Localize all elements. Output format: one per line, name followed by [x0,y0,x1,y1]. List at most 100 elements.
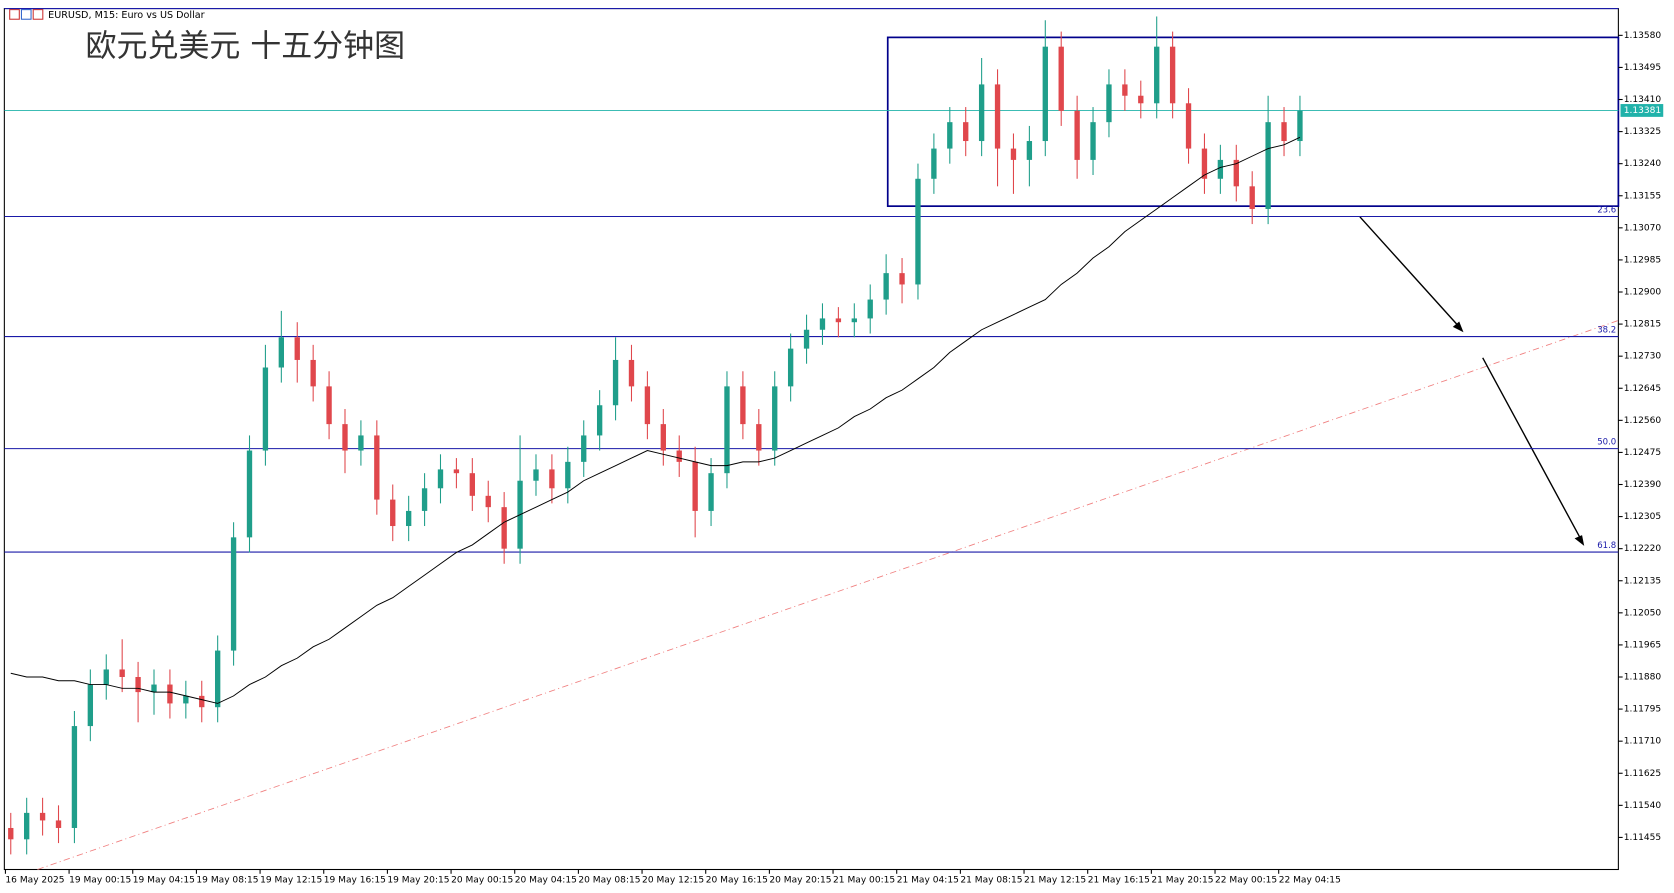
y-tick-label: 1.12305 [1624,512,1661,522]
x-tick-label: 19 May 20:15 [387,876,449,886]
y-tick-label: 1.12985 [1624,255,1661,265]
candle-body [835,318,842,323]
candle-body [978,84,985,142]
arrow-head [1574,535,1585,546]
candle-body [278,337,285,368]
candle-body [1169,46,1176,104]
candle-body [819,318,826,330]
candle-body [581,435,587,462]
x-tick-label: 21 May 04:15 [897,876,959,886]
candle-body [533,469,539,481]
x-tick-label: 22 May 00:15 [1215,876,1277,886]
chart-title: 欧元兑美元 十五分钟图 [86,29,406,65]
plot-layer: 1.11455 1.11540 1.11625 1.11710 1.11795 1.118… [4,16,1664,886]
candle-body [358,435,364,451]
candle-body [740,386,746,425]
x-tick-label: 20 May 16:15 [706,876,768,886]
candle-body [103,669,109,685]
fib-label: 50.0 [1597,438,1616,448]
candle-body [549,469,555,489]
y-tick-label: 1.11455 [1624,833,1661,843]
y-tick-label: 1.11880 [1624,673,1662,683]
fib-label: 23.6 [1597,206,1616,216]
candle-body [676,450,682,462]
candle-body [1138,95,1144,104]
icon [32,9,44,20]
price-label: 1.13381 [1624,106,1661,116]
trend-line [37,320,1619,870]
candle-body [883,273,889,300]
candle-body [39,812,46,821]
candle-body [1233,159,1239,187]
price-tag [1620,104,1664,117]
y-tick-label: 1.13325 [1624,127,1661,137]
candle-body [421,488,428,511]
y-tick-label: 1.12900 [1624,288,1662,298]
y-tick-label: 1.11795 [1624,705,1661,715]
y-tick-label: 1.11540 [1624,801,1662,811]
chart-header: EURUSD, M15: Euro vs US Dollar [48,10,205,21]
candle-body [994,84,1001,149]
candle-body [24,812,30,840]
x-tick-label: 21 May 20:15 [1151,876,1213,886]
candle-body [246,450,253,538]
candle-body [1090,122,1096,160]
candle-body [214,650,221,708]
arrow [1359,216,1460,328]
x-tick-label: 16 May 2025 [5,876,64,886]
y-tick-label: 1.11965 [1624,640,1661,650]
candle-body [565,461,571,489]
x-tick-label: 19 May 08:15 [196,876,258,886]
candle-body [1217,159,1224,179]
candle-body [469,473,475,496]
candle-body [1106,84,1112,123]
y-tick-label: 1.12220 [1624,544,1662,554]
y-tick-label: 1.13070 [1624,223,1662,233]
icon [9,9,20,20]
y-tick-label: 1.13495 [1624,63,1661,73]
candle-body [87,684,94,727]
candle-body [1010,148,1017,160]
candle-body [756,424,762,451]
fib-label: 38.2 [1597,326,1616,336]
candle-body [310,359,316,387]
y-tick-label: 1.12475 [1624,448,1661,458]
y-tick-label: 1.12730 [1624,352,1662,362]
x-tick-label: 20 May 08:15 [578,876,640,886]
y-tick-label: 1.11625 [1624,769,1661,779]
y-tick-label: 1.12560 [1624,416,1662,426]
candle-body [724,386,730,474]
x-tick-label: 21 May 08:15 [960,876,1022,886]
candle-body [1058,46,1064,111]
candle-body [230,537,237,651]
candle-body [963,122,969,142]
moving-average [10,136,1301,704]
candle-body [1185,103,1192,149]
candle-body [1297,110,1303,142]
candle-body [183,695,189,704]
x-tick-label: 19 May 04:15 [133,876,195,886]
candle-body [374,435,380,500]
y-tick-label: 1.12815 [1624,320,1661,330]
candle-body [485,495,491,508]
candle-body [135,677,141,693]
candle-body [851,318,857,323]
candle-body [660,424,666,451]
y-tick-label: 1.13580 [1624,31,1662,41]
candle-body [803,329,810,349]
candle-body [437,469,444,489]
candle-body [596,405,603,436]
candle-body [501,507,507,549]
x-tick-label: 22 May 04:15 [1279,876,1341,886]
candle-body [1249,186,1255,209]
candle-body [1154,46,1160,104]
candle-body [867,299,873,319]
candle-body [708,473,714,511]
candle-body [151,684,157,693]
x-tick-label: 19 May 12:15 [260,876,322,886]
candle-body [1281,122,1287,142]
y-tick-label: 1.11710 [1624,737,1662,747]
candle-body [915,178,921,285]
